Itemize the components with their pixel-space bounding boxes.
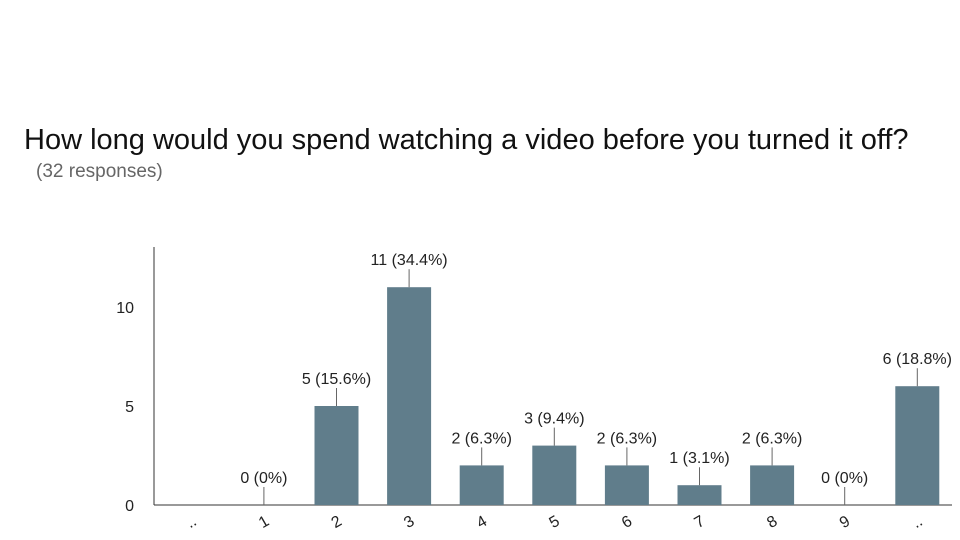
- x-tick-label: 6: [619, 513, 635, 532]
- x-tick-label: 2: [329, 513, 345, 532]
- response-count: (32 responses): [36, 161, 163, 182]
- bar: [677, 485, 722, 505]
- data-label: 2 (6.3%): [742, 430, 802, 447]
- y-tick-label: 0: [125, 498, 134, 515]
- bar: [459, 465, 504, 505]
- bar: [532, 445, 577, 505]
- data-label: 0 (0%): [240, 470, 287, 487]
- x-tick-label: 7: [692, 513, 708, 532]
- y-tick-label: 5: [125, 399, 134, 416]
- data-label: 2 (6.3%): [597, 430, 657, 447]
- x-tick-label: 8: [764, 513, 780, 532]
- data-label: 11 (34.4%): [371, 252, 448, 269]
- x-tick-label: 3: [401, 513, 417, 532]
- bar: [750, 465, 795, 505]
- x-tick-label: 4: [474, 513, 490, 532]
- x-tick-label: 9: [837, 513, 853, 532]
- bar: [314, 406, 359, 505]
- bar: [387, 287, 432, 505]
- bar: [895, 386, 940, 505]
- data-label: 1 (3.1%): [669, 450, 729, 467]
- data-label: 6 (18.8%): [883, 351, 952, 368]
- bar: [604, 465, 649, 505]
- chart-title: How long would you spend watching a vide…: [24, 124, 909, 156]
- x-tick-label: ..: [909, 513, 925, 532]
- data-label: 0 (0%): [821, 470, 868, 487]
- data-label: 2 (6.3%): [451, 430, 511, 447]
- y-tick-label: 10: [116, 300, 134, 317]
- data-label: 3 (9.4%): [524, 411, 584, 428]
- x-tick-label: ..: [183, 513, 199, 532]
- data-label: 5 (15.6%): [302, 371, 371, 388]
- x-tick-label: 5: [546, 513, 562, 532]
- x-tick-label: 1: [256, 513, 272, 532]
